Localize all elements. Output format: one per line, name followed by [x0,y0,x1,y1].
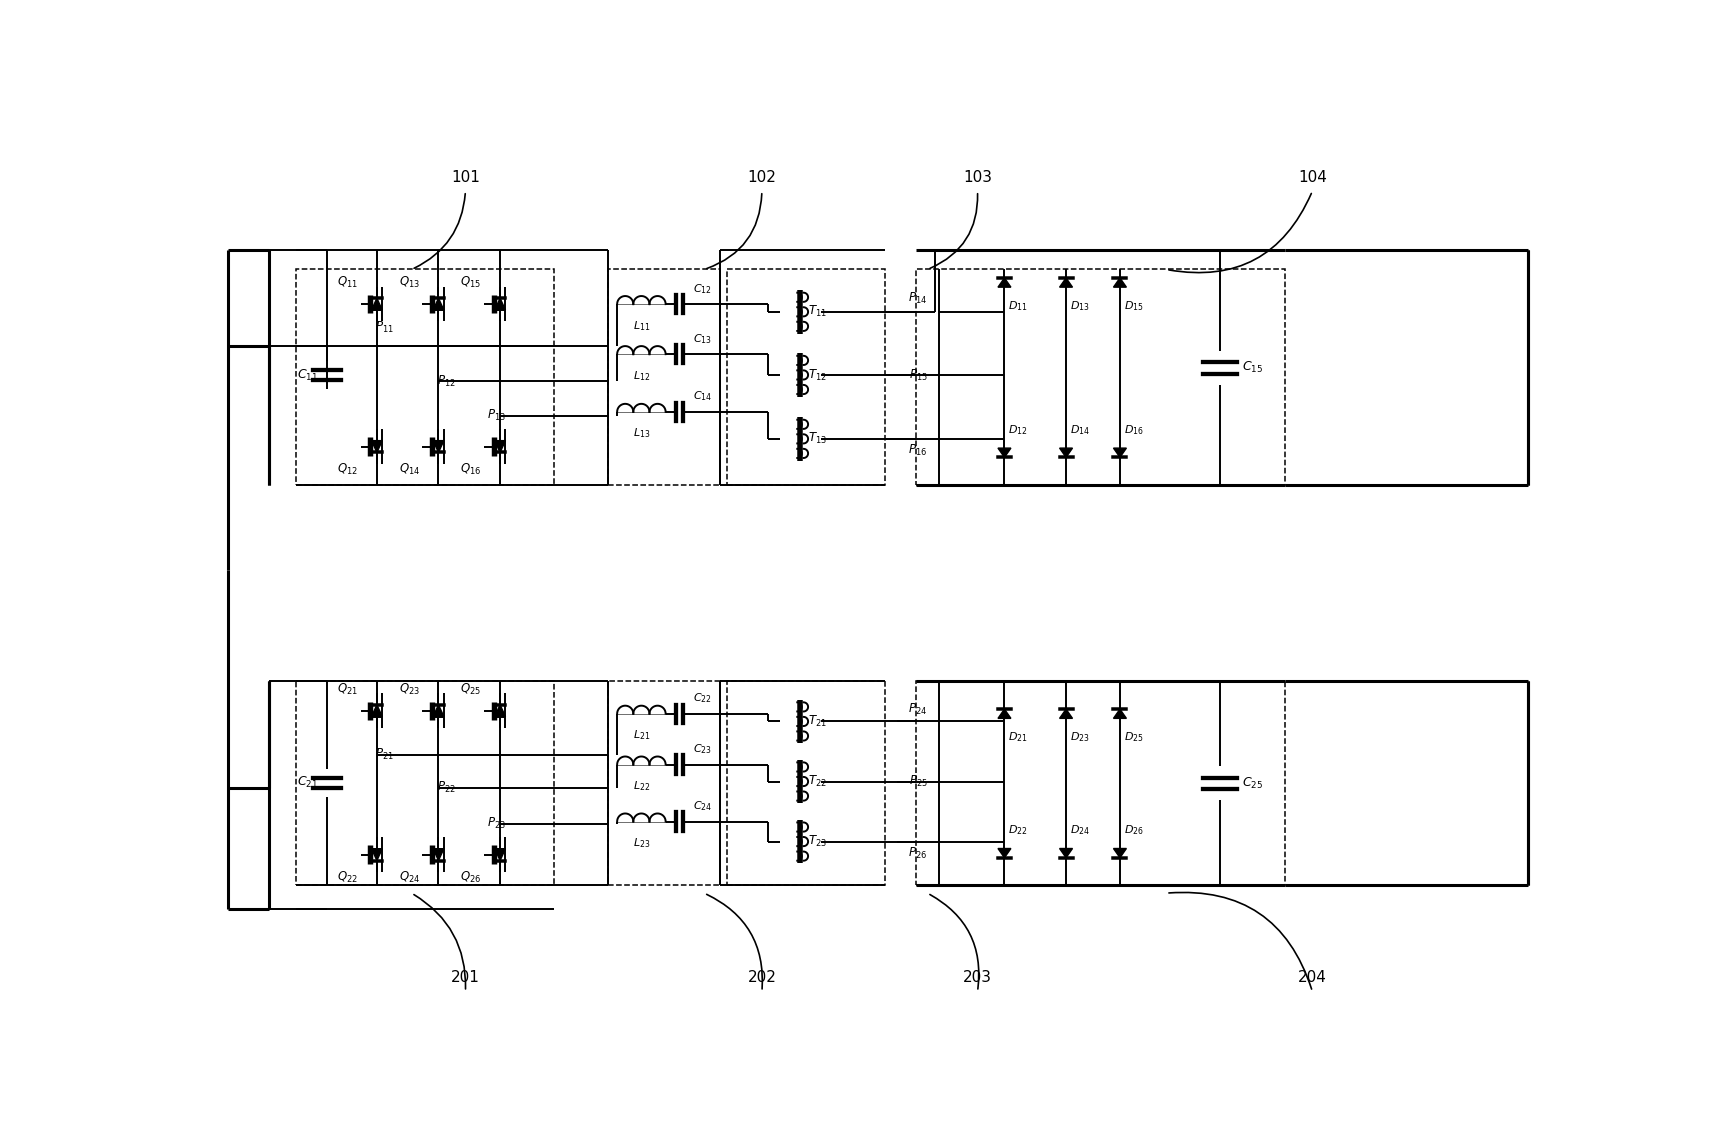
Text: $P_{14}$: $P_{14}$ [909,290,928,306]
Polygon shape [433,440,443,453]
Polygon shape [998,849,1010,858]
Text: 103: 103 [964,169,991,184]
Text: $D_{11}$: $D_{11}$ [1008,299,1027,313]
Polygon shape [495,298,505,310]
Text: $L_{23}$: $L_{23}$ [632,837,649,850]
Polygon shape [998,709,1010,718]
Text: $L_{13}$: $L_{13}$ [632,427,649,440]
Text: $Q_{21}$: $Q_{21}$ [337,682,357,697]
Text: $C_{23}$: $C_{23}$ [694,742,713,756]
Text: $L_{21}$: $L_{21}$ [632,728,649,742]
Text: 203: 203 [964,970,991,986]
Text: $Q_{13}$: $Q_{13}$ [399,275,419,290]
Text: $D_{22}$: $D_{22}$ [1008,823,1027,837]
Text: $Q_{26}$: $Q_{26}$ [460,870,481,885]
Text: $Q_{22}$: $Q_{22}$ [337,870,357,885]
Text: $D_{14}$: $D_{14}$ [1070,422,1089,437]
Text: $C_{24}$: $C_{24}$ [694,799,713,813]
Text: $C_{14}$: $C_{14}$ [694,390,713,403]
Polygon shape [1060,448,1072,457]
Text: 101: 101 [452,169,479,184]
Text: $C_{11}$: $C_{11}$ [297,368,318,383]
Text: $P_{26}$: $P_{26}$ [909,846,928,860]
Text: 104: 104 [1299,169,1326,184]
Polygon shape [1113,278,1127,287]
Text: $D_{25}$: $D_{25}$ [1124,730,1144,744]
Polygon shape [495,440,505,453]
Text: $T_{21}$: $T_{21}$ [807,714,826,729]
Text: $P_{21}$: $P_{21}$ [375,747,393,762]
Text: $D_{12}$: $D_{12}$ [1008,422,1027,437]
Text: $T_{22}$: $T_{22}$ [807,774,826,789]
Text: $P_{11}$: $P_{11}$ [375,320,393,335]
Text: $P_{15}$: $P_{15}$ [909,367,928,383]
Text: $P_{23}$: $P_{23}$ [486,816,505,831]
Text: 201: 201 [452,970,479,986]
Text: $T_{12}$: $T_{12}$ [807,367,826,383]
Text: $Q_{15}$: $Q_{15}$ [460,275,481,290]
Text: $P_{13}$: $P_{13}$ [486,409,505,423]
Text: $Q_{14}$: $Q_{14}$ [399,462,419,478]
Polygon shape [371,849,383,860]
Polygon shape [1060,709,1072,718]
Text: $P_{24}$: $P_{24}$ [909,702,928,717]
Text: $D_{16}$: $D_{16}$ [1124,422,1144,437]
Polygon shape [1113,709,1127,718]
Text: $P_{16}$: $P_{16}$ [909,443,928,458]
Text: $Q_{24}$: $Q_{24}$ [399,870,419,885]
Polygon shape [998,278,1010,287]
Polygon shape [1060,849,1072,858]
Text: $D_{23}$: $D_{23}$ [1070,730,1089,744]
Polygon shape [371,440,383,453]
Text: $Q_{23}$: $Q_{23}$ [399,682,419,697]
Text: $T_{13}$: $T_{13}$ [807,431,826,446]
Text: $C_{25}$: $C_{25}$ [1242,776,1263,791]
Polygon shape [433,849,443,860]
Text: $L_{12}$: $L_{12}$ [632,369,649,383]
Text: 202: 202 [747,970,777,986]
Text: $L_{11}$: $L_{11}$ [632,318,649,333]
Polygon shape [495,849,505,860]
Polygon shape [433,298,443,310]
Text: $P_{12}$: $P_{12}$ [436,374,455,388]
Text: $D_{13}$: $D_{13}$ [1070,299,1089,313]
Text: $Q_{16}$: $Q_{16}$ [460,462,481,478]
Polygon shape [371,704,383,717]
Text: $C_{13}$: $C_{13}$ [694,332,713,345]
Text: $T_{11}$: $T_{11}$ [807,304,826,320]
Text: $C_{12}$: $C_{12}$ [694,282,713,296]
Text: $D_{24}$: $D_{24}$ [1070,823,1089,837]
Polygon shape [433,704,443,717]
Text: $L_{22}$: $L_{22}$ [632,779,649,793]
Text: $C_{21}$: $C_{21}$ [297,776,318,790]
Text: $C_{22}$: $C_{22}$ [694,691,713,706]
Text: $P_{22}$: $P_{22}$ [436,780,455,795]
Polygon shape [1113,448,1127,457]
Polygon shape [495,704,505,717]
Text: $D_{15}$: $D_{15}$ [1124,299,1144,313]
Text: $D_{21}$: $D_{21}$ [1008,730,1027,744]
Text: 102: 102 [747,169,777,184]
Polygon shape [998,448,1010,457]
Text: $D_{26}$: $D_{26}$ [1124,823,1144,837]
Text: $Q_{11}$: $Q_{11}$ [337,275,357,290]
Text: $P_{25}$: $P_{25}$ [909,774,928,789]
Text: $Q_{12}$: $Q_{12}$ [337,462,357,478]
Text: 204: 204 [1299,970,1326,986]
Polygon shape [1060,278,1072,287]
Polygon shape [371,298,383,310]
Text: $C_{15}$: $C_{15}$ [1242,360,1263,375]
Text: $Q_{25}$: $Q_{25}$ [460,682,481,697]
Text: $T_{23}$: $T_{23}$ [807,834,826,849]
Polygon shape [1113,849,1127,858]
